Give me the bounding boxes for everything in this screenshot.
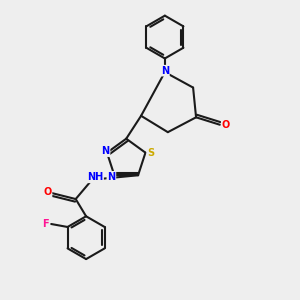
Text: N: N (161, 66, 169, 76)
Text: NH: NH (87, 172, 103, 182)
Text: S: S (147, 148, 155, 158)
Text: N: N (107, 172, 116, 182)
Text: O: O (222, 120, 230, 130)
Text: F: F (43, 219, 49, 229)
Text: N: N (101, 146, 110, 156)
Text: O: O (43, 187, 52, 196)
